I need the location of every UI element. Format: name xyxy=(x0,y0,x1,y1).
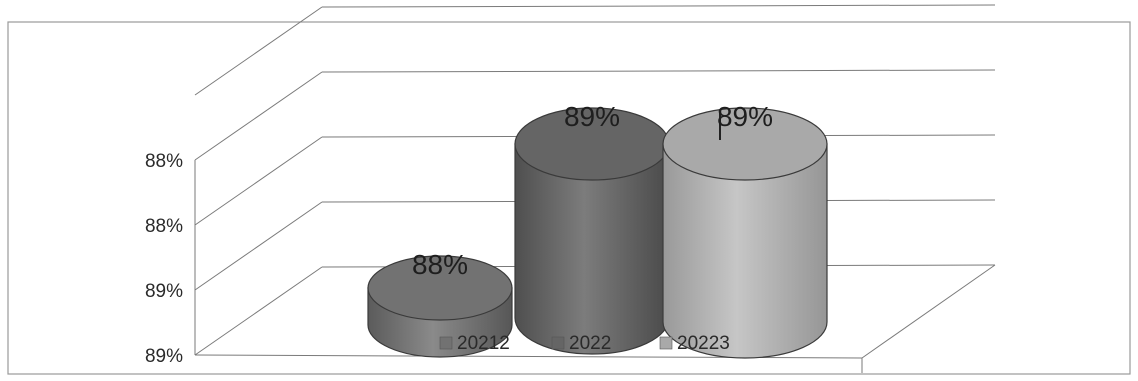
legend-item-20212: 20212 xyxy=(439,333,510,354)
legend-item-2022: 2022 xyxy=(551,333,611,354)
legend-label: 20212 xyxy=(457,333,510,354)
legend-swatch xyxy=(659,336,673,350)
y-tick-label: 88% xyxy=(145,151,183,172)
cylinder-body xyxy=(662,143,828,359)
y-tick-label: 88% xyxy=(145,216,183,237)
gridline-back xyxy=(321,4,996,8)
legend-label: 2022 xyxy=(569,333,611,354)
legend-swatch xyxy=(551,336,565,350)
data-label-20223: 89% xyxy=(717,101,773,132)
cylinder-bar-20212 xyxy=(367,255,513,358)
cylinder-bar-20222 xyxy=(514,107,670,355)
gridline-side xyxy=(194,136,323,226)
floor-left-edge xyxy=(194,266,323,356)
cylinder-bar-20223 xyxy=(662,107,828,359)
legend-item-20223: 20223 xyxy=(659,333,730,354)
gridline-side xyxy=(194,201,323,291)
gridline-side xyxy=(194,71,323,161)
y-tick-label: 89% xyxy=(145,281,183,302)
y-axis: 89% 89% 88% 88% xyxy=(145,151,183,367)
legend-label: 20223 xyxy=(677,333,730,354)
chart-bars xyxy=(367,107,828,359)
data-labels: 88% 89% 89% xyxy=(412,101,773,280)
floor-right-edge xyxy=(861,264,996,359)
data-label-20222: 89% xyxy=(564,101,620,132)
y-tick-label: 89% xyxy=(145,346,183,367)
cylinder-top xyxy=(662,107,828,181)
gridline-back xyxy=(321,69,996,73)
chart-legend: 20212 2022 20223 xyxy=(439,333,730,354)
data-label-20212: 88% xyxy=(412,249,468,280)
cylinder-top xyxy=(367,255,513,321)
gridline-side xyxy=(194,6,323,96)
legend-swatch xyxy=(439,336,453,350)
